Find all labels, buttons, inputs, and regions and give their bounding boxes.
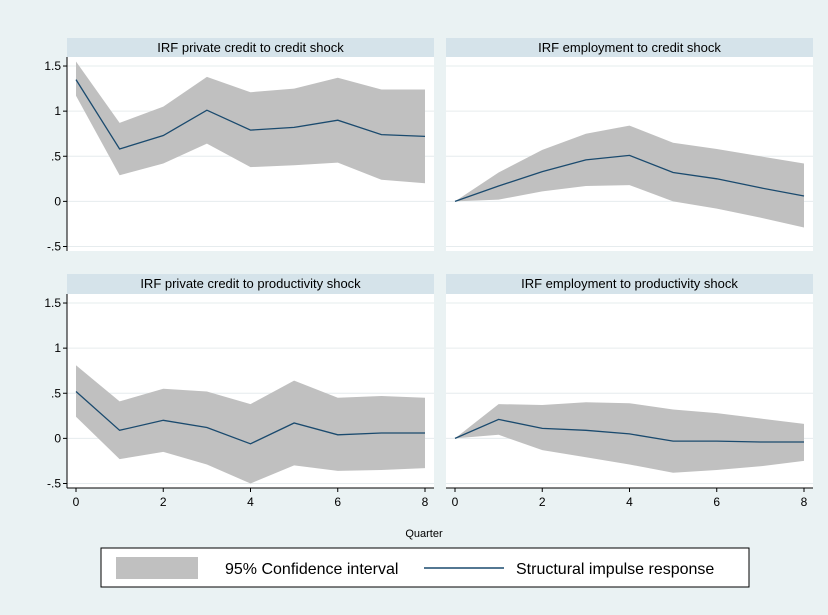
- legend-label-line: Structural impulse response: [516, 561, 714, 578]
- panel-title-strip: [67, 274, 434, 294]
- legend-band-swatch: [116, 557, 198, 579]
- y-tick-label: 1: [54, 341, 61, 355]
- confidence-band-3: [76, 365, 425, 484]
- confidence-band-1: [76, 61, 425, 184]
- panel-title-strip: [446, 38, 813, 57]
- x-tick-label: 4: [247, 495, 254, 509]
- x-tick-label: 6: [334, 495, 341, 509]
- y-tick-label: 1: [54, 104, 61, 118]
- x-tick-label: 0: [73, 495, 80, 509]
- x-tick-label: 8: [422, 495, 429, 509]
- panel-title-strip: [446, 274, 813, 294]
- legend-label-band: 95% Confidence interval: [225, 561, 398, 578]
- y-tick-label: .5: [51, 386, 61, 400]
- y-tick-label: .5: [51, 149, 61, 163]
- panel-title-strip: [67, 38, 434, 57]
- panel-title: IRF employment to credit shock: [538, 40, 721, 55]
- x-tick-label: 6: [713, 495, 720, 509]
- irf-line-2: [454, 154, 805, 203]
- y-tick-label: 1.5: [44, 59, 61, 73]
- panel-title: IRF private credit to credit shock: [157, 40, 344, 55]
- x-tick-label: 4: [626, 495, 633, 509]
- panel-title: IRF employment to productivity shock: [521, 276, 738, 291]
- y-tick-label: -.5: [47, 476, 61, 490]
- x-tick-label: 2: [160, 495, 167, 509]
- x-tick-label: 2: [539, 495, 546, 509]
- y-tick-label: -.5: [47, 239, 61, 253]
- y-tick-label: 0: [54, 431, 61, 445]
- x-tick-label: 0: [452, 495, 459, 509]
- y-tick-label: 0: [54, 194, 61, 208]
- y-tick-label: 1.5: [44, 296, 61, 310]
- irf-line-3: [75, 391, 425, 445]
- irf-line-1: [75, 79, 426, 150]
- confidence-band-4: [455, 402, 804, 473]
- confidence-band-2: [455, 125, 804, 228]
- panel-title: IRF private credit to productivity shock: [140, 276, 361, 291]
- x-axis-title: Quarter: [405, 528, 443, 540]
- irf-line-4: [454, 418, 804, 443]
- x-tick-label: 8: [801, 495, 808, 509]
